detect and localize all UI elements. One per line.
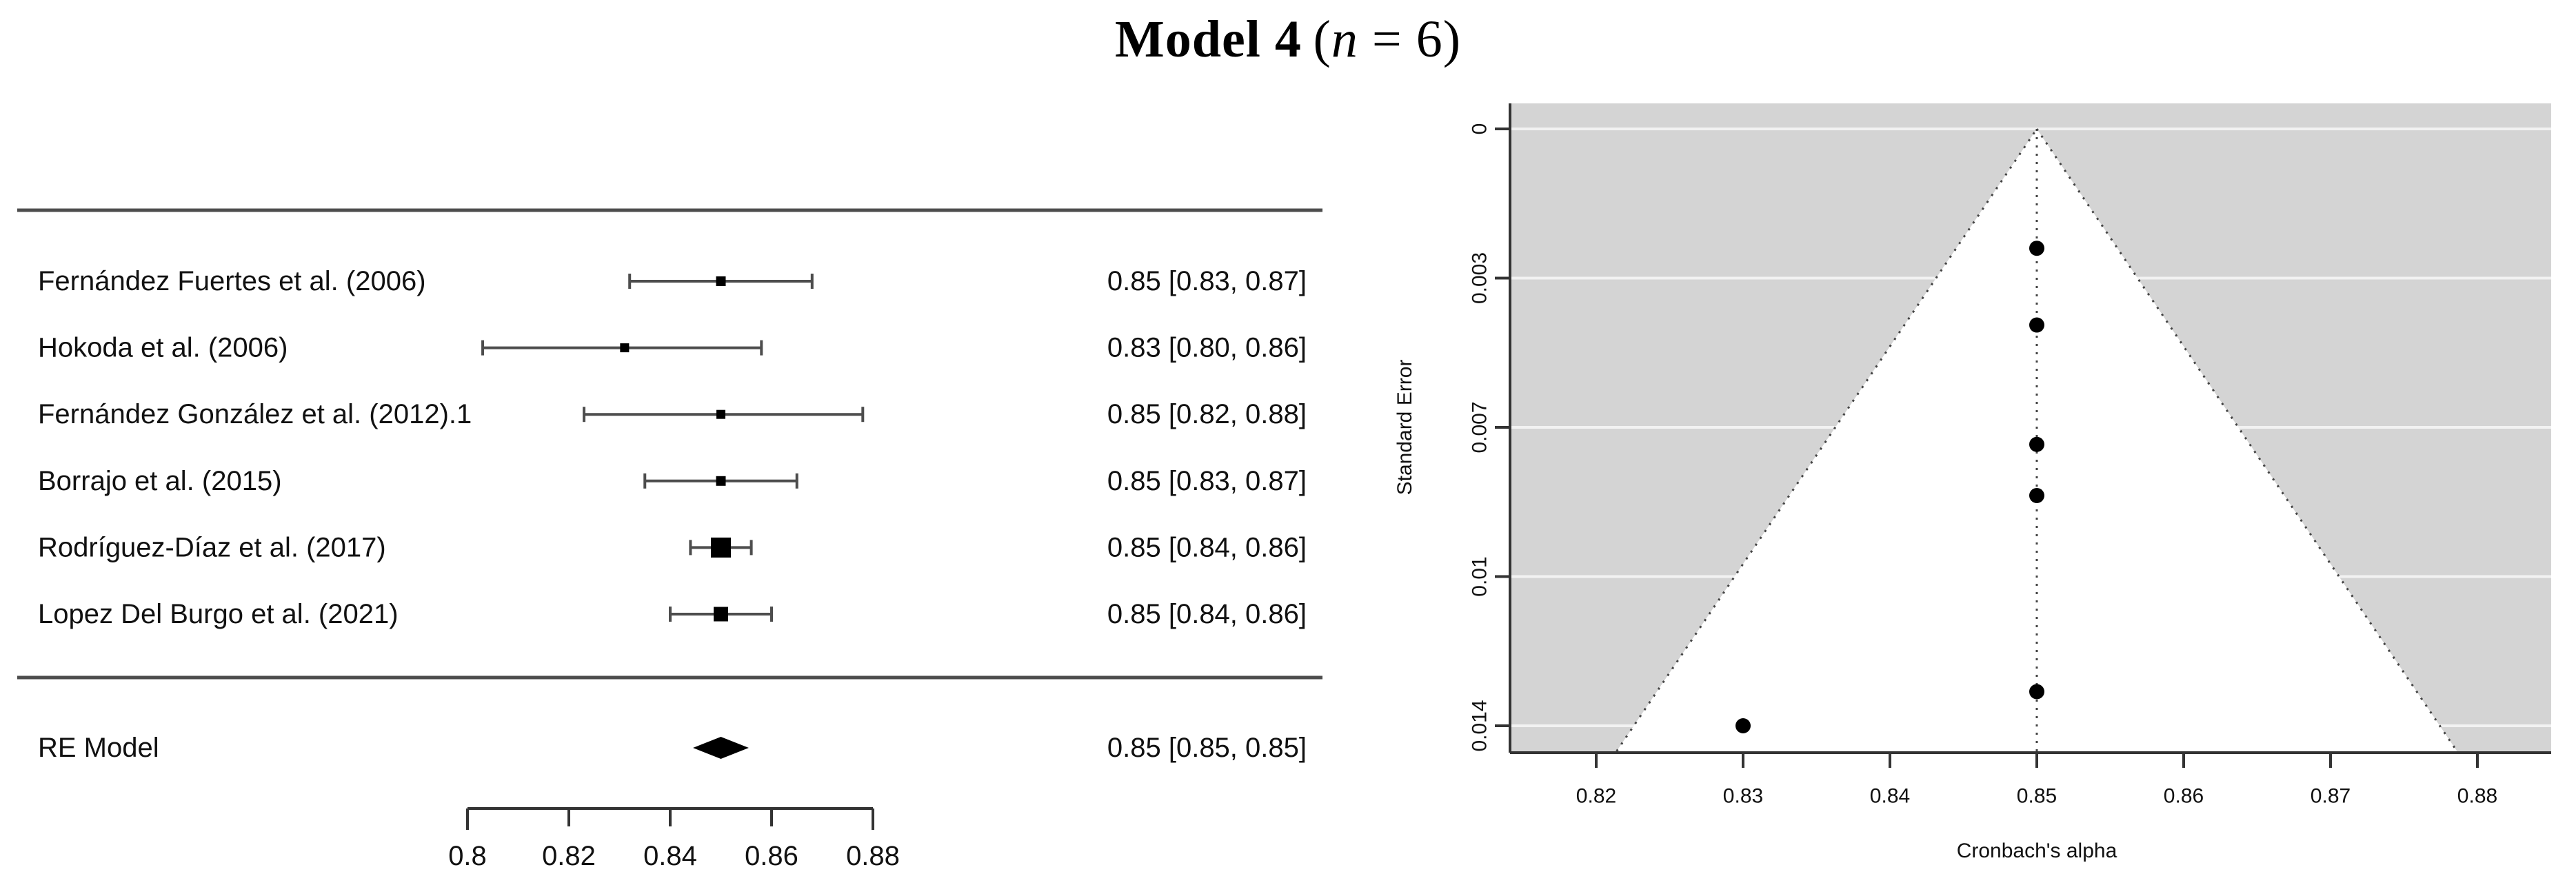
study-label: Rodríguez-Díaz et al. (2017) [38, 532, 386, 562]
study-estimate-value: 0.85 [0.84, 0.86] [1107, 532, 1307, 562]
funnel-point [2029, 487, 2044, 503]
study-marker [716, 476, 726, 486]
funnel-x-tick-label: 0.87 [2311, 785, 2351, 808]
funnel-y-tick-label: 0.007 [1469, 401, 1491, 453]
forest-axis-tick-label: 0.86 [745, 841, 798, 871]
study-estimate-value: 0.83 [0.80, 0.86] [1107, 333, 1307, 363]
study-marker [714, 607, 728, 622]
funnel-x-tick-label: 0.83 [1723, 785, 1763, 808]
title-model-text: Model 4 [1114, 10, 1302, 68]
funnel-point [2029, 241, 2044, 256]
study-label: Fernández Fuertes et al. (2006) [38, 266, 426, 296]
funnel-point [2029, 317, 2044, 333]
study-marker [716, 276, 726, 286]
re-model-diamond [693, 737, 749, 759]
funnel-y-axis-title: Standard Error [1393, 359, 1416, 496]
study-estimate-value: 0.85 [0.83, 0.87] [1107, 266, 1307, 296]
study-marker [620, 343, 630, 353]
re-model-label: RE Model [38, 733, 159, 763]
funnel-point [1735, 718, 1751, 733]
re-model-estimate-value: 0.85 [0.85, 0.85] [1107, 733, 1307, 763]
funnel-point [2029, 436, 2044, 452]
forest-axis-tick-label: 0.8 [448, 841, 487, 871]
funnel-y-tick-label: 0.014 [1469, 700, 1491, 751]
funnel-y-tick-label: 0.003 [1469, 252, 1491, 304]
title-open-paren: ( [1313, 10, 1331, 68]
study-estimate-value: 0.85 [0.82, 0.88] [1107, 399, 1307, 429]
figure-title: Model 4 (n = 6) [0, 10, 2576, 70]
study-label: Hokoda et al. (2006) [38, 333, 288, 363]
title-tail: = 6) [1358, 10, 1462, 68]
forest-axis-tick-label: 0.88 [846, 841, 900, 871]
funnel-y-tick-label: 0.01 [1469, 556, 1491, 596]
study-estimate-value: 0.85 [0.83, 0.87] [1107, 466, 1307, 496]
funnel-y-tick-label: 0 [1469, 123, 1491, 135]
funnel-x-tick-label: 0.86 [2164, 785, 2204, 808]
funnel-x-tick-label: 0.82 [1576, 785, 1616, 808]
forest-axis-tick-label: 0.84 [643, 841, 697, 871]
study-marker [711, 537, 731, 558]
funnel-x-tick-label: 0.85 [2017, 785, 2057, 808]
title-n-variable: n [1331, 10, 1358, 68]
study-label: Fernández González et al. (2012).1 [38, 399, 472, 429]
title-paren-group: (n = 6) [1314, 10, 1461, 68]
study-marker [716, 409, 725, 419]
study-estimate-value: 0.85 [0.84, 0.86] [1107, 599, 1307, 629]
funnel-x-axis-title: Cronbach's alpha [1956, 840, 2117, 862]
study-label: Lopez Del Burgo et al. (2021) [38, 599, 399, 629]
forest-axis-tick-label: 0.82 [542, 841, 596, 871]
study-label: Borrajo et al. (2015) [38, 466, 282, 496]
funnel-x-tick-label: 0.88 [2457, 785, 2497, 808]
funnel-point [2029, 684, 2044, 700]
funnel-x-tick-label: 0.84 [1870, 785, 1910, 808]
